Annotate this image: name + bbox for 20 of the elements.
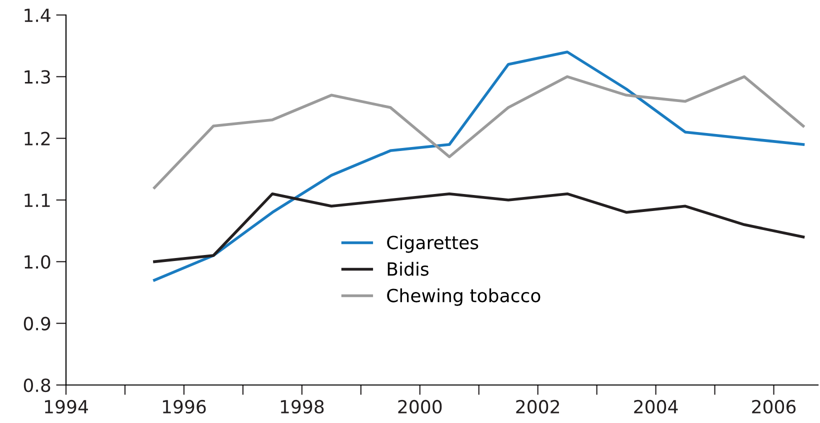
x-tick-label: 2004 — [634, 400, 678, 414]
y-tick-label: 1.1 — [24, 194, 50, 207]
x-tick-label: 2002 — [516, 400, 560, 414]
y-tick-label: 1.2 — [24, 132, 50, 146]
y-tick-label: 1.3 — [24, 70, 50, 84]
x-tick-label: 2000 — [398, 400, 442, 414]
x-tick-label: 1996 — [162, 400, 206, 414]
legend-label: Cigarettes — [387, 235, 478, 253]
line-series — [153, 192, 805, 264]
y-tick-label: 1.4 — [24, 8, 50, 22]
legend-label: Bidis — [388, 262, 428, 276]
line-series — [153, 50, 805, 282]
y-tick-label: 0.8 — [24, 378, 50, 392]
y-tick-label: 1.0 — [24, 255, 50, 269]
line-series — [153, 75, 805, 190]
x-tick-label: 2006 — [752, 400, 796, 414]
x-tick-label: 1998 — [280, 400, 324, 414]
x-tick-label: 1994 — [45, 400, 88, 414]
legend-label: Chewing tobacco — [387, 288, 540, 306]
y-tick-label: 0.9 — [24, 316, 50, 330]
